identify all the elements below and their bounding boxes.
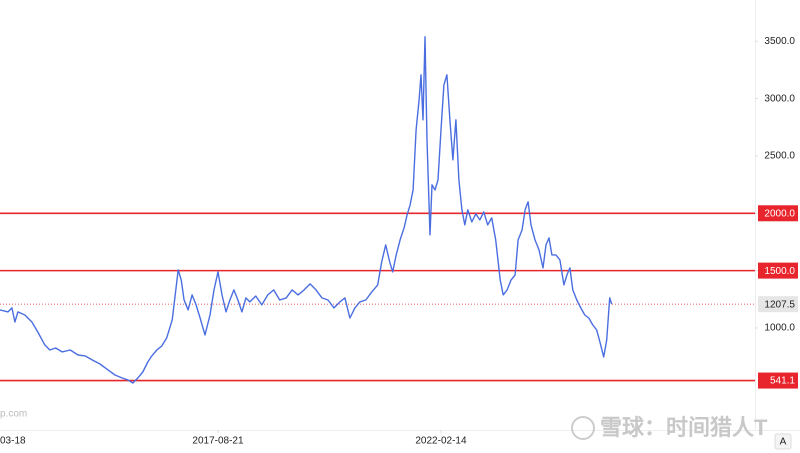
last-price-label: 1207.5 xyxy=(764,299,795,310)
level-label-box xyxy=(758,205,798,222)
y-tick-label: 2500.0 xyxy=(764,151,795,162)
source-fragment: p.com xyxy=(0,409,27,420)
scale-button[interactable] xyxy=(774,433,792,450)
scale-button-label[interactable]: A xyxy=(780,437,787,448)
level-label: 541.1 xyxy=(770,376,795,387)
y-tick-label: 1000.0 xyxy=(764,323,795,334)
x-tick-label: 2017-08-21 xyxy=(192,436,244,447)
level-label-box xyxy=(758,372,798,389)
level-label: 1500.0 xyxy=(764,266,795,277)
watermark-logo xyxy=(571,416,595,440)
x-tick-label: 2022-02-14 xyxy=(415,436,467,447)
level-label: 2000.0 xyxy=(764,208,795,219)
price-line xyxy=(0,36,613,384)
level-label-box xyxy=(758,262,798,279)
x-tick-label: 03-18 xyxy=(0,436,26,447)
y-tick-label: 3000.0 xyxy=(764,93,795,104)
last-price-box xyxy=(758,296,798,313)
watermark: 雪球：时间猎人T xyxy=(600,415,768,440)
y-tick-label: 3500.0 xyxy=(764,36,795,47)
